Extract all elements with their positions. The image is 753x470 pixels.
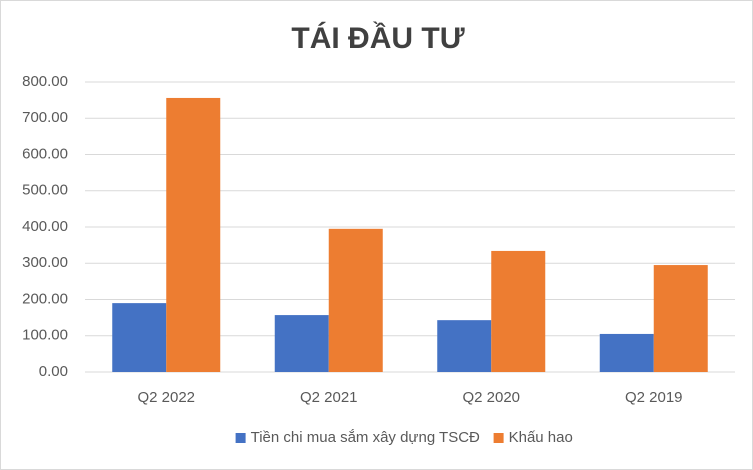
y-tick-label: 300.00 bbox=[22, 254, 68, 271]
legend-swatch bbox=[235, 433, 246, 443]
x-tick-label: Q2 2022 bbox=[137, 389, 195, 406]
bar bbox=[166, 97, 221, 372]
bar bbox=[328, 228, 383, 372]
y-tick-label: 500.00 bbox=[22, 182, 68, 199]
y-tick-label: 100.00 bbox=[22, 327, 68, 344]
x-tick-label: Q2 2019 bbox=[625, 389, 683, 406]
bar bbox=[274, 315, 329, 372]
legend-swatch bbox=[493, 433, 504, 443]
x-tick-label: Q2 2021 bbox=[300, 389, 358, 406]
x-tick-label: Q2 2020 bbox=[462, 389, 520, 406]
chart-title: TÁI ĐẦU TƯ bbox=[291, 21, 464, 55]
bar bbox=[491, 250, 546, 372]
y-tick-label: 0.00 bbox=[39, 363, 68, 380]
y-tick-label: 700.00 bbox=[22, 109, 68, 126]
bar bbox=[599, 333, 654, 372]
y-tick-label: 600.00 bbox=[22, 145, 68, 162]
y-tick-label: 800.00 bbox=[22, 73, 68, 90]
y-tick-label: 400.00 bbox=[22, 218, 68, 235]
legend-label: Khấu hao bbox=[509, 429, 573, 446]
bar bbox=[112, 303, 167, 372]
legend-label: Tiền chi mua sắm xây dựng TSCĐ bbox=[251, 429, 480, 446]
bar bbox=[437, 320, 492, 372]
bar bbox=[653, 265, 708, 372]
y-tick-label: 200.00 bbox=[22, 290, 68, 307]
